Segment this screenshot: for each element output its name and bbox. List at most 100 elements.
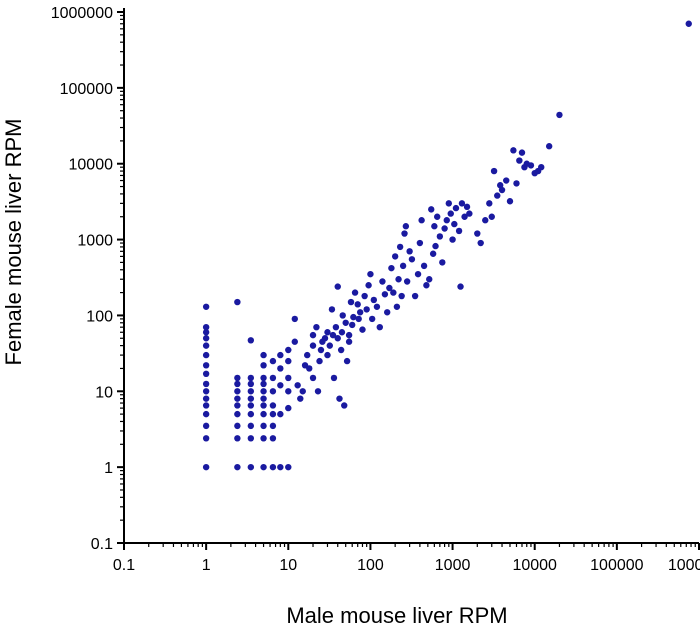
data-point — [447, 210, 454, 217]
data-point — [299, 388, 306, 395]
data-point — [347, 298, 355, 306]
data-point — [234, 402, 241, 409]
data-point — [260, 362, 267, 369]
data-point — [247, 463, 255, 471]
data-point — [516, 157, 523, 164]
data-point — [260, 374, 267, 382]
data-point — [350, 313, 357, 321]
data-point — [309, 331, 317, 339]
data-point — [414, 270, 422, 278]
data-point — [285, 346, 292, 354]
data-point — [461, 213, 468, 220]
data-point — [365, 282, 372, 289]
data-point — [498, 186, 506, 194]
data-point — [390, 289, 397, 296]
data-point — [518, 149, 526, 156]
data-point — [317, 346, 325, 354]
data-point — [234, 374, 241, 382]
data-point — [355, 315, 362, 323]
data-point — [324, 329, 331, 336]
data-point — [202, 303, 210, 310]
data-point — [545, 143, 553, 150]
axes: 0.10.1 1 1 10 10 100 100 1000 1000 10000 10000 1000… — [51, 5, 700, 574]
data-point — [503, 177, 510, 184]
data-point — [556, 111, 563, 119]
data-point — [202, 410, 210, 418]
data-point — [354, 301, 361, 308]
data-point — [338, 329, 346, 336]
data-point — [202, 323, 210, 331]
data-point — [313, 323, 320, 331]
data-point — [406, 248, 413, 255]
data-point — [368, 315, 376, 323]
data-point — [488, 213, 495, 220]
data-point — [202, 370, 210, 377]
data-point — [474, 230, 481, 237]
data-point — [416, 239, 424, 247]
data-point — [202, 402, 210, 409]
data-point — [247, 337, 255, 344]
x-tick-label: 0.1 — [113, 557, 135, 574]
y-axis-title: Female mouse liver RPM — [1, 119, 26, 366]
data-point — [260, 351, 267, 359]
data-point — [269, 357, 277, 365]
data-point — [420, 262, 428, 270]
data-point — [486, 200, 493, 207]
data-point — [452, 204, 460, 212]
data-point — [510, 147, 517, 154]
data-point — [234, 463, 241, 471]
x-tick-label: 1000000 — [668, 557, 700, 574]
data-point — [202, 463, 210, 471]
data-point — [345, 331, 353, 339]
data-point — [247, 422, 255, 430]
data-point — [363, 306, 370, 313]
data-point — [247, 374, 255, 382]
data-point — [431, 223, 438, 230]
data-point — [345, 338, 353, 345]
data-point — [330, 374, 338, 382]
data-point — [269, 410, 277, 418]
data-point — [423, 282, 430, 289]
data-point — [445, 200, 453, 207]
data-point — [247, 435, 255, 442]
data-point — [494, 192, 501, 199]
data-point — [336, 395, 343, 402]
data-point — [506, 198, 514, 205]
data-point — [341, 402, 348, 409]
data-point — [361, 292, 368, 300]
data-point — [337, 346, 345, 354]
data-point — [403, 278, 411, 285]
x-tick-label: 100000 — [590, 557, 643, 574]
data-point — [202, 335, 210, 342]
data-point — [449, 236, 456, 243]
data-point — [379, 278, 386, 285]
data-point — [202, 395, 210, 402]
data-point — [326, 342, 333, 349]
data-point — [260, 395, 267, 402]
data-point — [457, 283, 464, 290]
x-tick-label: 1000 — [435, 557, 471, 574]
data-point — [395, 276, 402, 283]
y-tick-label: 100 — [86, 308, 113, 325]
data-point — [269, 463, 277, 471]
y-tick-label: 1000 — [77, 233, 113, 250]
data-points — [202, 20, 692, 471]
data-point — [466, 210, 473, 217]
x-tick-label: 1 — [202, 557, 211, 574]
data-point — [285, 374, 292, 382]
data-point — [342, 319, 349, 326]
data-point — [685, 20, 692, 27]
data-point — [418, 217, 425, 224]
data-point — [351, 289, 359, 296]
data-point — [411, 292, 419, 300]
data-point — [277, 365, 284, 372]
data-point — [401, 230, 408, 237]
data-point — [436, 233, 444, 240]
data-point — [314, 388, 322, 395]
data-point — [538, 163, 545, 171]
data-point — [384, 309, 391, 316]
data-point — [391, 253, 399, 260]
data-point — [247, 380, 255, 388]
data-point — [339, 312, 346, 319]
data-point — [202, 388, 210, 395]
